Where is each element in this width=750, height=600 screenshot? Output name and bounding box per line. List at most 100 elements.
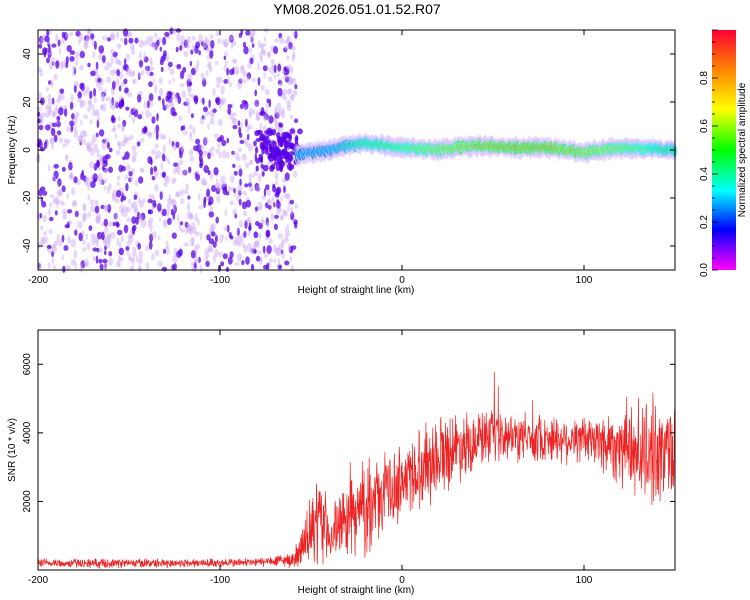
noise-speckle xyxy=(215,216,219,224)
noise-speckle xyxy=(56,97,61,104)
noise-speckle xyxy=(169,97,174,106)
noise-speckle xyxy=(108,147,113,153)
noise-speckle xyxy=(195,231,200,237)
noise-speckle xyxy=(204,256,209,263)
noise-speckle xyxy=(189,61,193,67)
noise-speckle xyxy=(118,141,122,150)
noise-speckle xyxy=(269,258,273,263)
noise-speckle xyxy=(108,183,112,190)
noise-speckle xyxy=(277,87,283,97)
noise-speckle xyxy=(90,33,95,40)
noise-speckle xyxy=(61,60,67,68)
noise-speckle xyxy=(45,110,50,119)
noise-speckle xyxy=(243,230,247,238)
noise-speckle xyxy=(273,74,277,80)
noise-speckle xyxy=(50,56,56,65)
noise-speckle xyxy=(267,129,273,137)
noise-speckle xyxy=(116,69,121,77)
noise-speckle xyxy=(247,143,254,152)
noise-speckle xyxy=(102,155,108,164)
noise-speckle xyxy=(166,202,171,212)
noise-speckle xyxy=(114,132,118,139)
noise-speckle xyxy=(97,77,102,83)
noise-speckle xyxy=(81,239,86,245)
noise-speckle xyxy=(214,183,219,189)
noise-speckle xyxy=(257,62,260,71)
noise-speckle xyxy=(77,39,81,45)
noise-speckle xyxy=(99,247,103,254)
noise-speckle xyxy=(290,93,295,102)
noise-speckle xyxy=(203,136,209,145)
noise-speckle xyxy=(73,85,77,93)
noise-speckle xyxy=(137,196,141,204)
noise-speckle xyxy=(175,191,180,198)
noise-speckle xyxy=(243,46,249,55)
noise-speckle xyxy=(203,199,207,209)
noise-speckle xyxy=(206,188,211,198)
noise-speckle xyxy=(151,40,155,49)
noise-speckle xyxy=(274,179,278,185)
noise-speckle xyxy=(89,199,95,205)
noise-speckle xyxy=(111,116,116,124)
noise-speckle xyxy=(267,51,271,59)
noise-speckle xyxy=(261,42,267,47)
noise-speckle xyxy=(171,208,174,216)
noise-speckle xyxy=(171,141,175,147)
noise-speckle xyxy=(138,250,143,259)
noise-speckle xyxy=(84,42,89,50)
noise-speckle xyxy=(82,130,88,138)
noise-speckle xyxy=(75,30,81,37)
noise-speckle xyxy=(249,30,254,38)
noise-speckle xyxy=(102,165,105,171)
noise-speckle xyxy=(273,46,279,55)
noise-speckle xyxy=(84,35,90,42)
noise-speckle xyxy=(274,38,280,43)
noise-speckle xyxy=(65,154,68,162)
noise-speckle xyxy=(278,32,283,39)
noise-speckle xyxy=(288,243,291,251)
noise-speckle xyxy=(157,95,162,101)
noise-speckle xyxy=(39,69,44,77)
noise-speckle xyxy=(243,245,248,253)
noise-speckle xyxy=(149,193,155,200)
spectrogram-xlabel: Height of straight line (km) xyxy=(298,285,415,296)
noise-speckle xyxy=(123,209,128,218)
noise-speckle xyxy=(235,235,238,243)
noise-speckle xyxy=(114,55,118,65)
noise-speckle xyxy=(123,64,127,71)
noise-speckle xyxy=(147,209,152,215)
noise-speckle xyxy=(74,51,80,60)
noise-speckle xyxy=(204,248,210,255)
noise-speckle xyxy=(222,175,226,183)
noise-speckle xyxy=(147,198,153,204)
noise-speckle xyxy=(212,241,217,248)
noise-speckle xyxy=(265,202,269,209)
noise-speckle xyxy=(212,108,217,113)
noise-speckle xyxy=(180,189,184,196)
noise-speckle xyxy=(170,216,174,222)
noise-speckle xyxy=(240,121,243,129)
noise-speckle xyxy=(187,73,193,83)
noise-speckle xyxy=(117,255,121,264)
noise-speckle xyxy=(128,253,131,260)
noise-speckle xyxy=(102,258,108,264)
noise-speckle xyxy=(40,186,46,192)
noise-speckle xyxy=(254,89,258,97)
noise-speckle xyxy=(260,84,266,91)
noise-speckle xyxy=(221,183,226,191)
noise-speckle xyxy=(61,254,64,261)
noise-speckle xyxy=(91,104,95,112)
noise-speckle xyxy=(283,47,288,53)
noise-speckle xyxy=(115,221,119,227)
noise-speckle xyxy=(245,118,248,128)
noise-speckle xyxy=(269,143,273,151)
noise-speckle xyxy=(290,45,297,51)
noise-speckle xyxy=(273,258,276,263)
noise-speckle xyxy=(207,61,212,69)
noise-speckle xyxy=(269,165,275,172)
noise-speckle xyxy=(130,202,135,209)
x-tick-label: -200 xyxy=(28,275,48,286)
noise-speckle xyxy=(151,253,155,261)
noise-speckle xyxy=(294,118,299,124)
